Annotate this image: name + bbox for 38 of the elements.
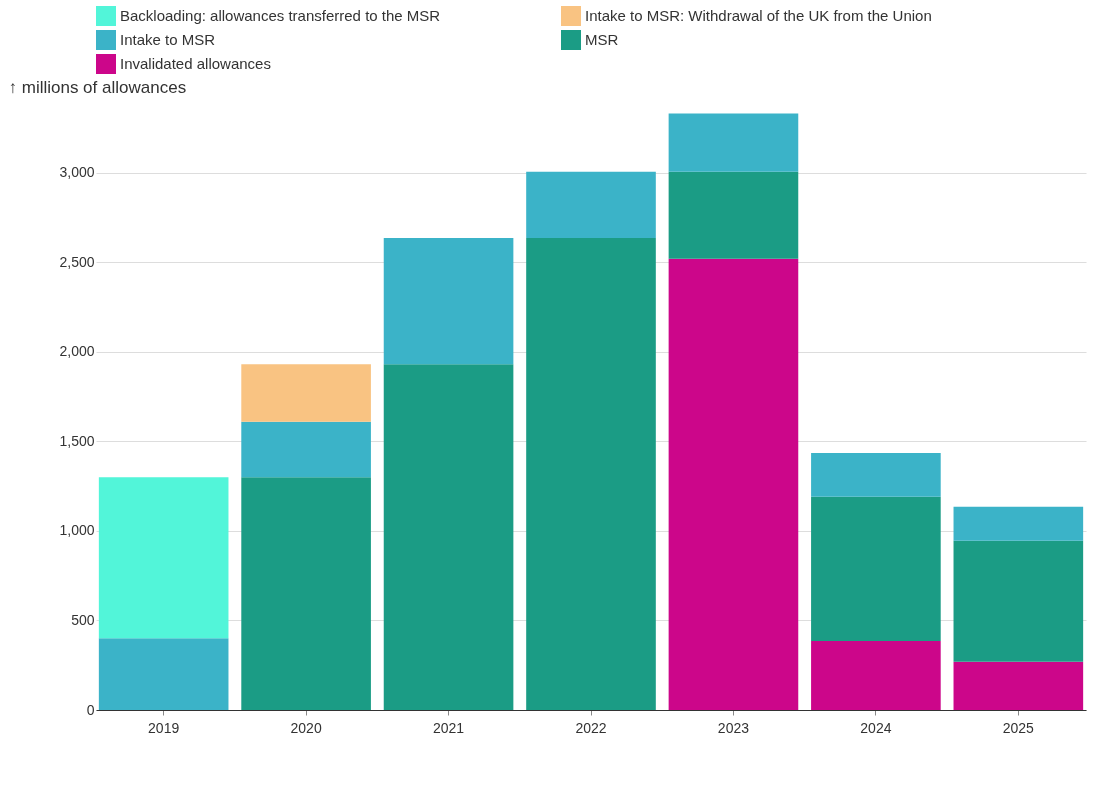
bar (98, 638, 229, 710)
y-tick-label: 1,000 (59, 522, 95, 539)
bar (526, 238, 656, 710)
bar (668, 171, 799, 259)
bar (241, 421, 371, 478)
y-tick-label: 3,000 (59, 164, 95, 181)
x-tick-label: 2020 (290, 719, 322, 736)
x-tick-label: 2025 (1002, 719, 1035, 736)
x-tick-label: 2022 (575, 719, 607, 736)
legend-label: MSR (585, 31, 619, 48)
bar (811, 496, 941, 642)
y-tick-label: 2,500 (59, 253, 95, 270)
legend-label: Intake to MSR: Withdrawal of the UK from the Union (585, 7, 932, 24)
bar (811, 452, 941, 497)
x-tick-label: 2021 (432, 719, 465, 736)
bar (953, 506, 1084, 541)
y-tick-label: 2,000 (59, 343, 95, 360)
bar (241, 364, 371, 422)
y-tick-label: 0 (86, 701, 95, 718)
y-tick-label: 500 (71, 611, 95, 628)
bar (241, 477, 371, 710)
y-tick-label: 1,500 (59, 432, 95, 449)
y-axis-title: ↑ millions of allowances (8, 77, 187, 97)
legend-label: Invalidated allowances (120, 55, 271, 72)
x-tick-label: 2024 (860, 719, 892, 736)
legend-label: Backloading: allowances transferred to the MSR (120, 7, 441, 24)
x-tick-label: 2019 (148, 719, 180, 736)
bar (98, 477, 229, 639)
bar (383, 238, 514, 365)
bar (668, 113, 799, 172)
x-tick-label: 2023 (717, 719, 750, 736)
bar (953, 661, 1084, 710)
legend-label: Intake to MSR (120, 31, 216, 48)
bar (526, 171, 656, 239)
bar (668, 258, 799, 710)
bar (811, 641, 941, 710)
bar (953, 540, 1084, 662)
bar (383, 364, 514, 710)
